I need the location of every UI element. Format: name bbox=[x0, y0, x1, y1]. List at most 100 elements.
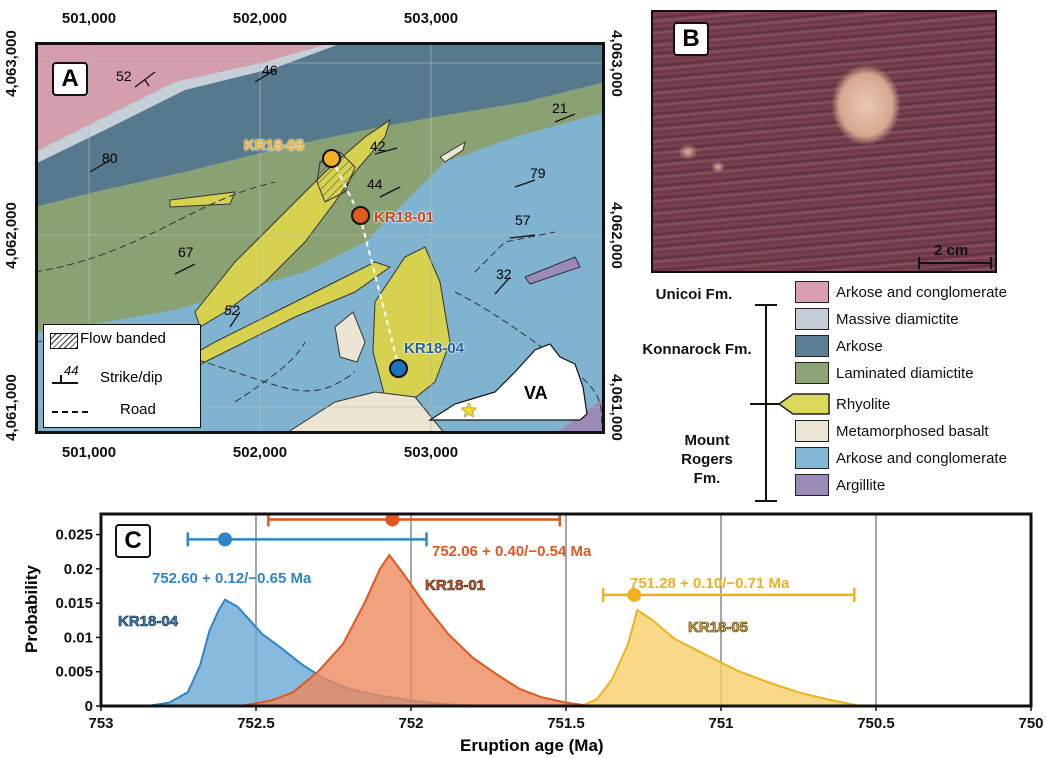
unit-basalt-3 bbox=[439, 140, 466, 163]
x-tick-label: 750 bbox=[1018, 715, 1043, 732]
unit-basalt-1 bbox=[334, 311, 366, 363]
star-icon: ★ bbox=[460, 400, 478, 422]
easting-top-2: 502,000 bbox=[232, 10, 288, 27]
unit-unicoi bbox=[35, 42, 335, 152]
legend-item-label: Arkose and conglomerate bbox=[836, 449, 1007, 467]
easting-top-1: 501,000 bbox=[61, 10, 117, 27]
virginia-state-outline bbox=[427, 343, 588, 421]
panel-b-letter: B bbox=[682, 25, 700, 52]
northing-left-3: 4,061,000 bbox=[2, 374, 20, 441]
strike-dip-value: 79 bbox=[530, 165, 546, 181]
northing-left-1: 4,063,000 bbox=[2, 30, 20, 97]
legend-item: Arkose bbox=[795, 334, 883, 358]
scale-bar-label: 2 cm bbox=[934, 242, 969, 259]
strike-dip-value: 21 bbox=[552, 100, 568, 116]
series-name-kr18-05: KR18-05 bbox=[688, 619, 748, 636]
y-tick-label: 0.015 bbox=[55, 595, 93, 612]
legend-item: Massive diamictite bbox=[795, 307, 959, 331]
northing-right-1: 4,063,000 bbox=[607, 30, 625, 97]
panel-a-map: 501,000 502,000 503,000 501,000 502,000 … bbox=[0, 0, 640, 470]
legend-swatch-rhyolite-arrow bbox=[777, 393, 830, 415]
unit-legend: Unicoi Fm. Konnarock Fm. Mount Rogers Fm… bbox=[617, 276, 1046, 506]
series-area-kr18-05 bbox=[581, 608, 861, 707]
strike-dip-value: 57 bbox=[515, 212, 531, 228]
easting-bottom-2: 502,000 bbox=[232, 444, 288, 461]
legend-swatch bbox=[795, 335, 829, 357]
legend-item-label: Laminated diamictite bbox=[836, 364, 974, 382]
bracket-bottom-tick bbox=[755, 500, 777, 502]
strike-dip-key-symbol bbox=[52, 382, 78, 384]
strike-dip-value: 52 bbox=[224, 302, 240, 318]
y-tick-label: 0.01 bbox=[64, 629, 93, 646]
series-name-kr18-01: KR18-01 bbox=[425, 577, 485, 594]
x-tick-label: 752.5 bbox=[237, 715, 275, 732]
panel-c-label: C bbox=[115, 524, 151, 558]
scale-bar bbox=[918, 262, 992, 264]
legend-item: Laminated diamictite bbox=[795, 361, 974, 385]
x-tick-label: 753 bbox=[88, 715, 113, 732]
age-point-kr18-05 bbox=[627, 587, 642, 602]
age-point-kr18-01 bbox=[385, 512, 400, 527]
sample-marker-kr18-05[interactable] bbox=[322, 149, 341, 168]
panel-b-photo: B 2 cm bbox=[651, 10, 997, 273]
strike-dip-value: 32 bbox=[496, 266, 512, 282]
legend-swatch bbox=[795, 281, 829, 303]
strike-dip-key-tick bbox=[60, 375, 62, 383]
series-name-kr18-04: KR18-04 bbox=[118, 613, 179, 630]
strike-dip-value: 80 bbox=[102, 150, 118, 166]
northing-right-2: 4,062,000 bbox=[607, 202, 625, 269]
state-label-va: VA bbox=[524, 383, 548, 403]
sample-label-kr18-01: KR18-01 bbox=[374, 209, 435, 226]
legend-swatch bbox=[795, 362, 829, 384]
panel-a-letter: A bbox=[61, 65, 79, 92]
age-point-kr18-04 bbox=[218, 532, 232, 547]
legend-rows: Arkose and conglomerate Massive diamicti… bbox=[777, 276, 1045, 506]
x-tick-label: 750.5 bbox=[857, 715, 895, 732]
sample-marker-kr18-01[interactable] bbox=[351, 206, 370, 225]
panel-b-label: B bbox=[673, 22, 709, 56]
strike-dip-value: 42 bbox=[370, 138, 386, 154]
easting-top-3: 503,000 bbox=[403, 10, 459, 27]
bracket-top-tick bbox=[755, 304, 777, 306]
y-axis-label: Probability bbox=[22, 565, 41, 653]
x-tick-label: 752 bbox=[398, 715, 423, 732]
legend-swatch bbox=[795, 308, 829, 330]
sample-label-kr18-04: KR18-04 bbox=[404, 340, 465, 357]
strike-dip-value: 52 bbox=[116, 68, 132, 84]
age-label-kr18-04: 752.60 + 0.12/−0.65 Ma bbox=[152, 570, 312, 587]
map-key: Flow banded 44 Strike/dip Road bbox=[43, 324, 201, 428]
x-tick-label: 751.5 bbox=[547, 715, 585, 732]
strike-dip-value: 67 bbox=[178, 244, 194, 260]
y-tick-label: 0.02 bbox=[64, 561, 93, 578]
northing-left-2: 4,062,000 bbox=[2, 202, 20, 269]
strike-dip-value: 44 bbox=[367, 176, 383, 192]
legend-item: Rhyolite bbox=[777, 392, 890, 416]
strike-dip-value: 46 bbox=[262, 62, 278, 78]
legend-item-label: Massive diamictite bbox=[836, 310, 959, 328]
legend-item: Arkose and conglomerate bbox=[795, 280, 1007, 304]
x-tick-label: 751 bbox=[708, 715, 733, 732]
flow-banded-label: Flow banded bbox=[80, 330, 166, 347]
legend-item: Arkose and conglomerate bbox=[795, 446, 1007, 470]
unit-arkose-konnarock bbox=[35, 42, 605, 207]
scale-bar-end-left bbox=[918, 257, 920, 269]
age-label-kr18-05: 751.28 + 0.10/−0.71 Ma bbox=[630, 575, 790, 592]
bracket-mid-tick bbox=[750, 403, 780, 405]
flow-banded-swatch bbox=[50, 333, 78, 349]
legend-item-label: Arkose and conglomerate bbox=[836, 283, 1007, 301]
age-label-kr18-01: 752.06 + 0.40/−0.54 Ma bbox=[432, 543, 592, 560]
easting-bottom-3: 503,000 bbox=[403, 444, 459, 461]
sample-marker-kr18-04[interactable] bbox=[389, 359, 408, 378]
unit-rhyolite-4 bbox=[169, 191, 236, 208]
legend-item-label: Metamorphosed basalt bbox=[836, 422, 989, 440]
age-probability-chart: 752.60 + 0.12/−0.65 Ma 752.06 + 0.40/−0.5… bbox=[55, 512, 1044, 732]
legend-item-label: Argillite bbox=[836, 476, 886, 494]
x-axis-label: Eruption age (Ma) bbox=[460, 736, 604, 755]
y-tick-label: 0.005 bbox=[55, 664, 93, 681]
legend-swatch bbox=[795, 447, 829, 469]
panel-a-label: A bbox=[52, 62, 88, 96]
series-area-kr18-01 bbox=[240, 553, 591, 707]
sample-label-kr18-05: KR18-05 bbox=[244, 137, 305, 154]
panel-c-chart: 752.60 + 0.12/−0.65 Ma 752.06 + 0.40/−0.5… bbox=[0, 508, 1046, 758]
strike-dip-key-value: 44 bbox=[64, 363, 79, 378]
